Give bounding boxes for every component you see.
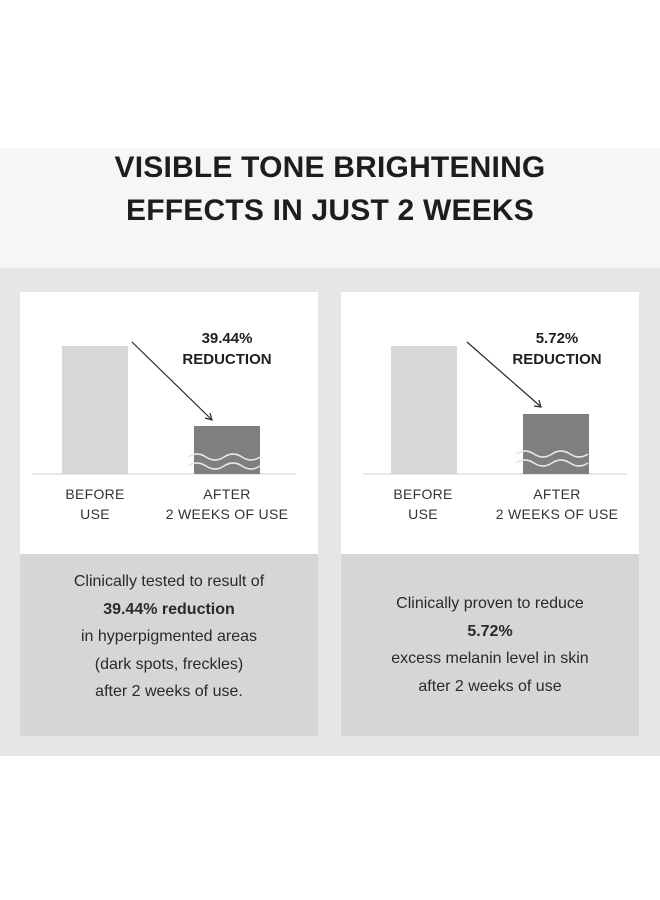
wave-1 [187,453,261,461]
description-line: Clinically proven to reduce [396,595,584,612]
x-label-after-line-2: 2 WEEKS OF USE [165,506,289,522]
reduction-value: 5.72% [535,330,579,347]
description-text: Clinically proven to reduce 5.72% excess… [341,590,639,700]
bar-chart [363,341,627,475]
wave-1 [515,450,589,458]
description-line: after 2 weeks of use. [95,683,243,700]
title-line-2: EFFECTS IN JUST 2 WEEKS [126,194,534,227]
x-label-after-line-1: AFTER [533,486,581,502]
x-label-after: AFTER 2 WEEKS OF USE [482,484,632,524]
x-label-before: BEFORE USE [20,484,170,524]
description-highlight: 5.72% [467,622,513,640]
title-band [0,148,660,268]
description-text: Clinically tested to result of 39.44% re… [20,568,318,706]
x-label-before-line-2: USE [80,506,110,522]
page-title: VISIBLE TONE BRIGHTENING EFFECTS IN JUST… [0,146,660,232]
chart-area: 39.44% REDUCTION BEFORE USE AFTER 2 WEEK… [20,292,318,554]
x-label-after: AFTER 2 WEEKS OF USE [152,484,302,524]
description-box: Clinically tested to result of 39.44% re… [20,554,318,736]
description-line: after 2 weeks of use [418,677,562,695]
x-label-after-line-2: 2 WEEKS OF USE [495,506,619,522]
reduction-label: REDUCTION [182,351,272,368]
bar-chart [32,341,296,475]
description-line: Clinically tested to result of [73,573,265,590]
x-label-before-line-1: BEFORE [65,486,125,502]
reduction-arrow [466,341,541,407]
panel-hyperpigmentation: 39.44% REDUCTION BEFORE USE AFTER 2 WEEK… [20,292,318,736]
reduction-callout: 5.72% REDUCTION [487,328,627,370]
description-highlight: 39.44% reduction [103,600,235,618]
description-line: excess melanin level in skin [391,650,589,667]
reduction-callout: 39.44% REDUCTION [157,328,297,370]
arrow-head-icon [533,399,542,408]
bar-before-use [62,346,128,474]
description-line: in hyperpigmented areas [80,628,258,645]
chart-area: 5.72% REDUCTION BEFORE USE AFTER 2 WEEKS… [341,292,639,554]
x-label-after-line-1: AFTER [203,486,251,502]
bar-before-use [391,346,457,474]
title-line-1: VISIBLE TONE BRIGHTENING [114,151,546,184]
arrow-head-icon [204,412,213,421]
description-box: Clinically proven to reduce 5.72% excess… [341,554,639,736]
description-line: (dark spots, freckles) [94,655,244,673]
reduction-value: 39.44% [201,330,253,347]
description-line-bold: 39.44% reduction [20,596,318,624]
x-label-before-line-2: USE [408,506,438,522]
x-label-before-line-1: BEFORE [393,486,453,502]
bar-after-2-weeks [523,414,589,474]
bar-after-2-weeks [194,426,260,474]
wave-2 [515,459,589,467]
reduction-arrow [131,341,212,420]
reduction-label: REDUCTION [512,351,602,368]
description-line-bold: 5.72% [341,618,639,646]
wave-2 [187,462,261,470]
x-label-before: BEFORE USE [348,484,498,524]
panel-melanin: 5.72% REDUCTION BEFORE USE AFTER 2 WEEKS… [341,292,639,736]
